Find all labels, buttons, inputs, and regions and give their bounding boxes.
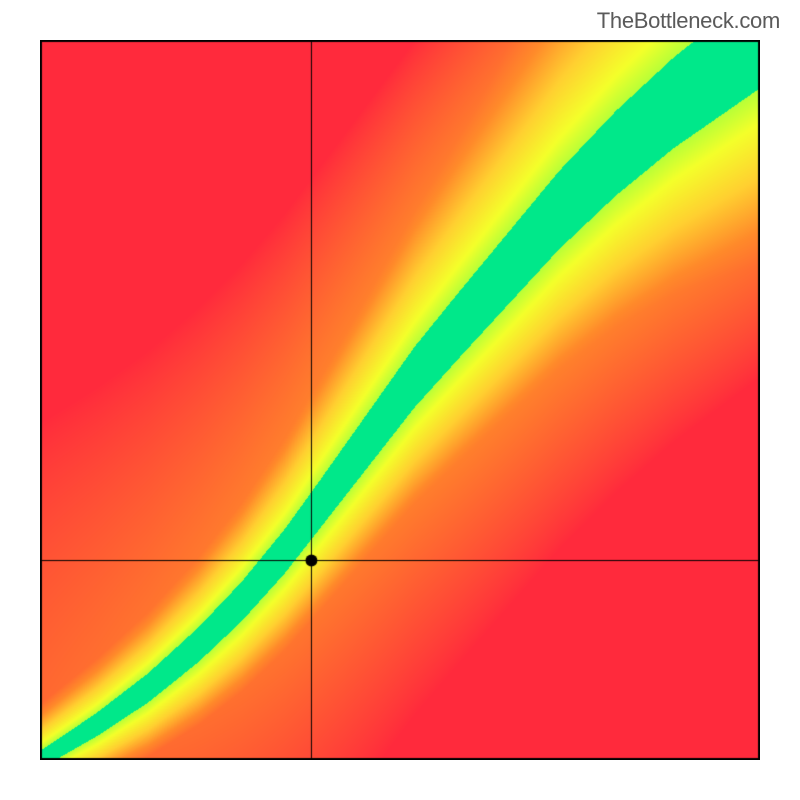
watermark-text: TheBottleneck.com: [597, 8, 780, 34]
heatmap-canvas: [40, 40, 760, 760]
bottleneck-heatmap: [40, 40, 760, 760]
